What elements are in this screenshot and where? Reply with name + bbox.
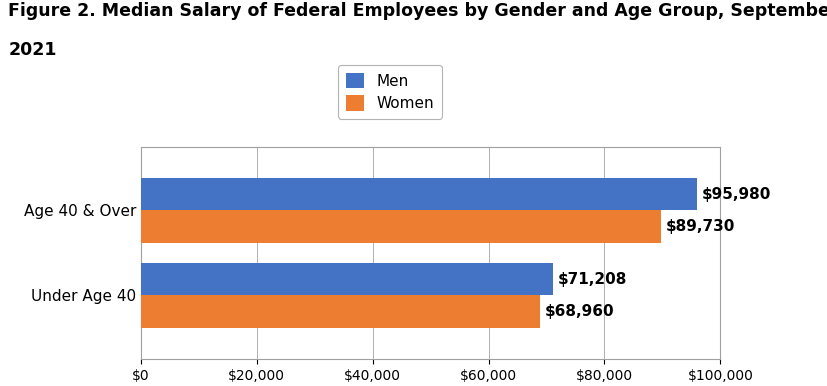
Bar bbox=[141, 210, 660, 243]
Text: $68,960: $68,960 bbox=[544, 304, 614, 319]
Text: $89,730: $89,730 bbox=[665, 219, 734, 234]
Text: $71,208: $71,208 bbox=[557, 272, 627, 287]
Text: $95,980: $95,980 bbox=[700, 187, 770, 202]
Bar bbox=[141, 263, 552, 295]
Text: Figure 2. Median Salary of Federal Employees by Gender and Age Group, September: Figure 2. Median Salary of Federal Emplo… bbox=[8, 2, 827, 20]
Bar bbox=[141, 178, 696, 210]
Legend: Men, Women: Men, Women bbox=[338, 65, 441, 119]
Bar bbox=[141, 295, 540, 328]
Text: 2021: 2021 bbox=[8, 41, 57, 59]
